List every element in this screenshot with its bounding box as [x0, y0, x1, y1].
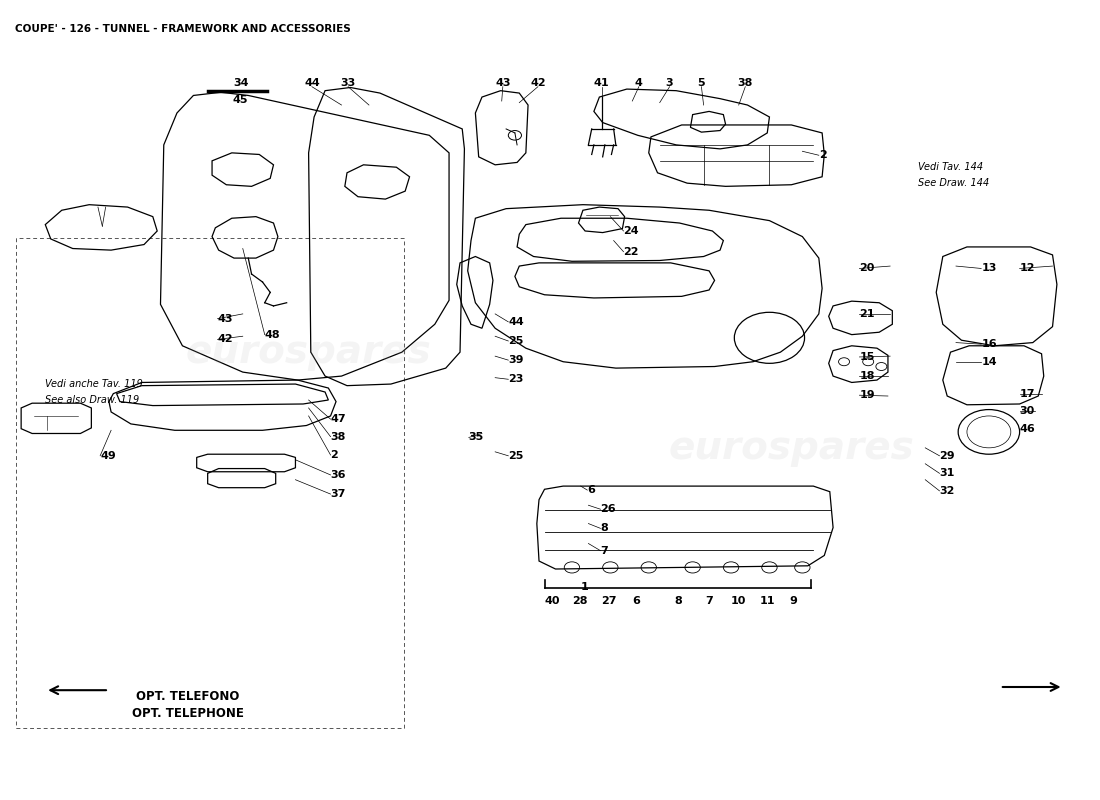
Text: 30: 30 — [1020, 406, 1035, 416]
Text: 24: 24 — [624, 226, 639, 236]
Text: 44: 44 — [304, 78, 320, 88]
Text: 42: 42 — [218, 334, 233, 345]
Text: 39: 39 — [508, 355, 524, 365]
Text: 38: 38 — [738, 78, 754, 88]
Text: Vedi anche Tav. 119: Vedi anche Tav. 119 — [45, 379, 143, 389]
Text: 4: 4 — [635, 78, 642, 88]
Text: 14: 14 — [981, 357, 997, 366]
Text: 31: 31 — [939, 468, 955, 478]
Text: 6: 6 — [587, 485, 595, 495]
Text: See Draw. 144: See Draw. 144 — [917, 178, 989, 188]
Text: 16: 16 — [981, 339, 997, 349]
Text: 35: 35 — [469, 433, 484, 442]
Text: 43: 43 — [218, 314, 233, 324]
Text: 43: 43 — [495, 78, 510, 88]
Text: 29: 29 — [939, 451, 955, 461]
Text: 21: 21 — [859, 309, 874, 319]
Text: 7: 7 — [705, 596, 713, 606]
Text: 19: 19 — [859, 390, 874, 400]
Bar — [15, 238, 404, 729]
Text: OPT. TELEPHONE: OPT. TELEPHONE — [132, 707, 244, 720]
Text: 1: 1 — [581, 582, 589, 592]
Text: 2: 2 — [818, 150, 826, 160]
Text: 13: 13 — [981, 263, 997, 274]
Text: 34: 34 — [233, 78, 249, 88]
Text: eurospares: eurospares — [669, 429, 914, 467]
Text: eurospares: eurospares — [186, 333, 431, 371]
Text: 11: 11 — [759, 596, 775, 606]
Text: 5: 5 — [697, 78, 705, 88]
Text: 23: 23 — [508, 374, 524, 384]
Text: 48: 48 — [265, 330, 280, 340]
Text: 37: 37 — [331, 489, 345, 499]
Text: 10: 10 — [732, 596, 747, 606]
Text: 15: 15 — [859, 352, 874, 362]
Text: 49: 49 — [100, 451, 116, 461]
Text: 38: 38 — [331, 432, 345, 442]
Text: 25: 25 — [508, 336, 524, 346]
Text: 41: 41 — [594, 78, 609, 88]
Text: 27: 27 — [602, 596, 617, 606]
Text: 8: 8 — [601, 523, 608, 534]
Text: 2: 2 — [331, 450, 339, 460]
Text: OPT. TELEFONO: OPT. TELEFONO — [136, 690, 240, 703]
Text: 9: 9 — [790, 596, 798, 606]
Text: 7: 7 — [601, 546, 608, 556]
Text: 33: 33 — [341, 78, 355, 88]
Text: See also Draw. 119: See also Draw. 119 — [45, 395, 140, 405]
Text: 46: 46 — [1020, 424, 1035, 434]
Text: 28: 28 — [572, 596, 587, 606]
Text: 36: 36 — [331, 470, 346, 480]
Text: 3: 3 — [666, 78, 673, 88]
Text: 42: 42 — [530, 78, 546, 88]
Text: 32: 32 — [939, 486, 955, 496]
Text: 26: 26 — [601, 504, 616, 514]
Text: 17: 17 — [1020, 389, 1035, 398]
Text: 44: 44 — [508, 317, 524, 327]
Text: Vedi Tav. 144: Vedi Tav. 144 — [917, 162, 982, 172]
Text: 18: 18 — [859, 371, 874, 381]
Text: 20: 20 — [859, 263, 874, 274]
Text: COUPE' - 126 - TUNNEL - FRAMEWORK AND ACCESSORIES: COUPE' - 126 - TUNNEL - FRAMEWORK AND AC… — [14, 24, 350, 34]
Text: 25: 25 — [508, 451, 524, 461]
Text: 40: 40 — [544, 596, 560, 606]
Text: 47: 47 — [331, 414, 346, 424]
Text: 22: 22 — [624, 246, 639, 257]
Text: 6: 6 — [632, 596, 640, 606]
Text: 12: 12 — [1020, 263, 1035, 274]
Text: 8: 8 — [674, 596, 682, 606]
Text: 45: 45 — [233, 95, 249, 106]
